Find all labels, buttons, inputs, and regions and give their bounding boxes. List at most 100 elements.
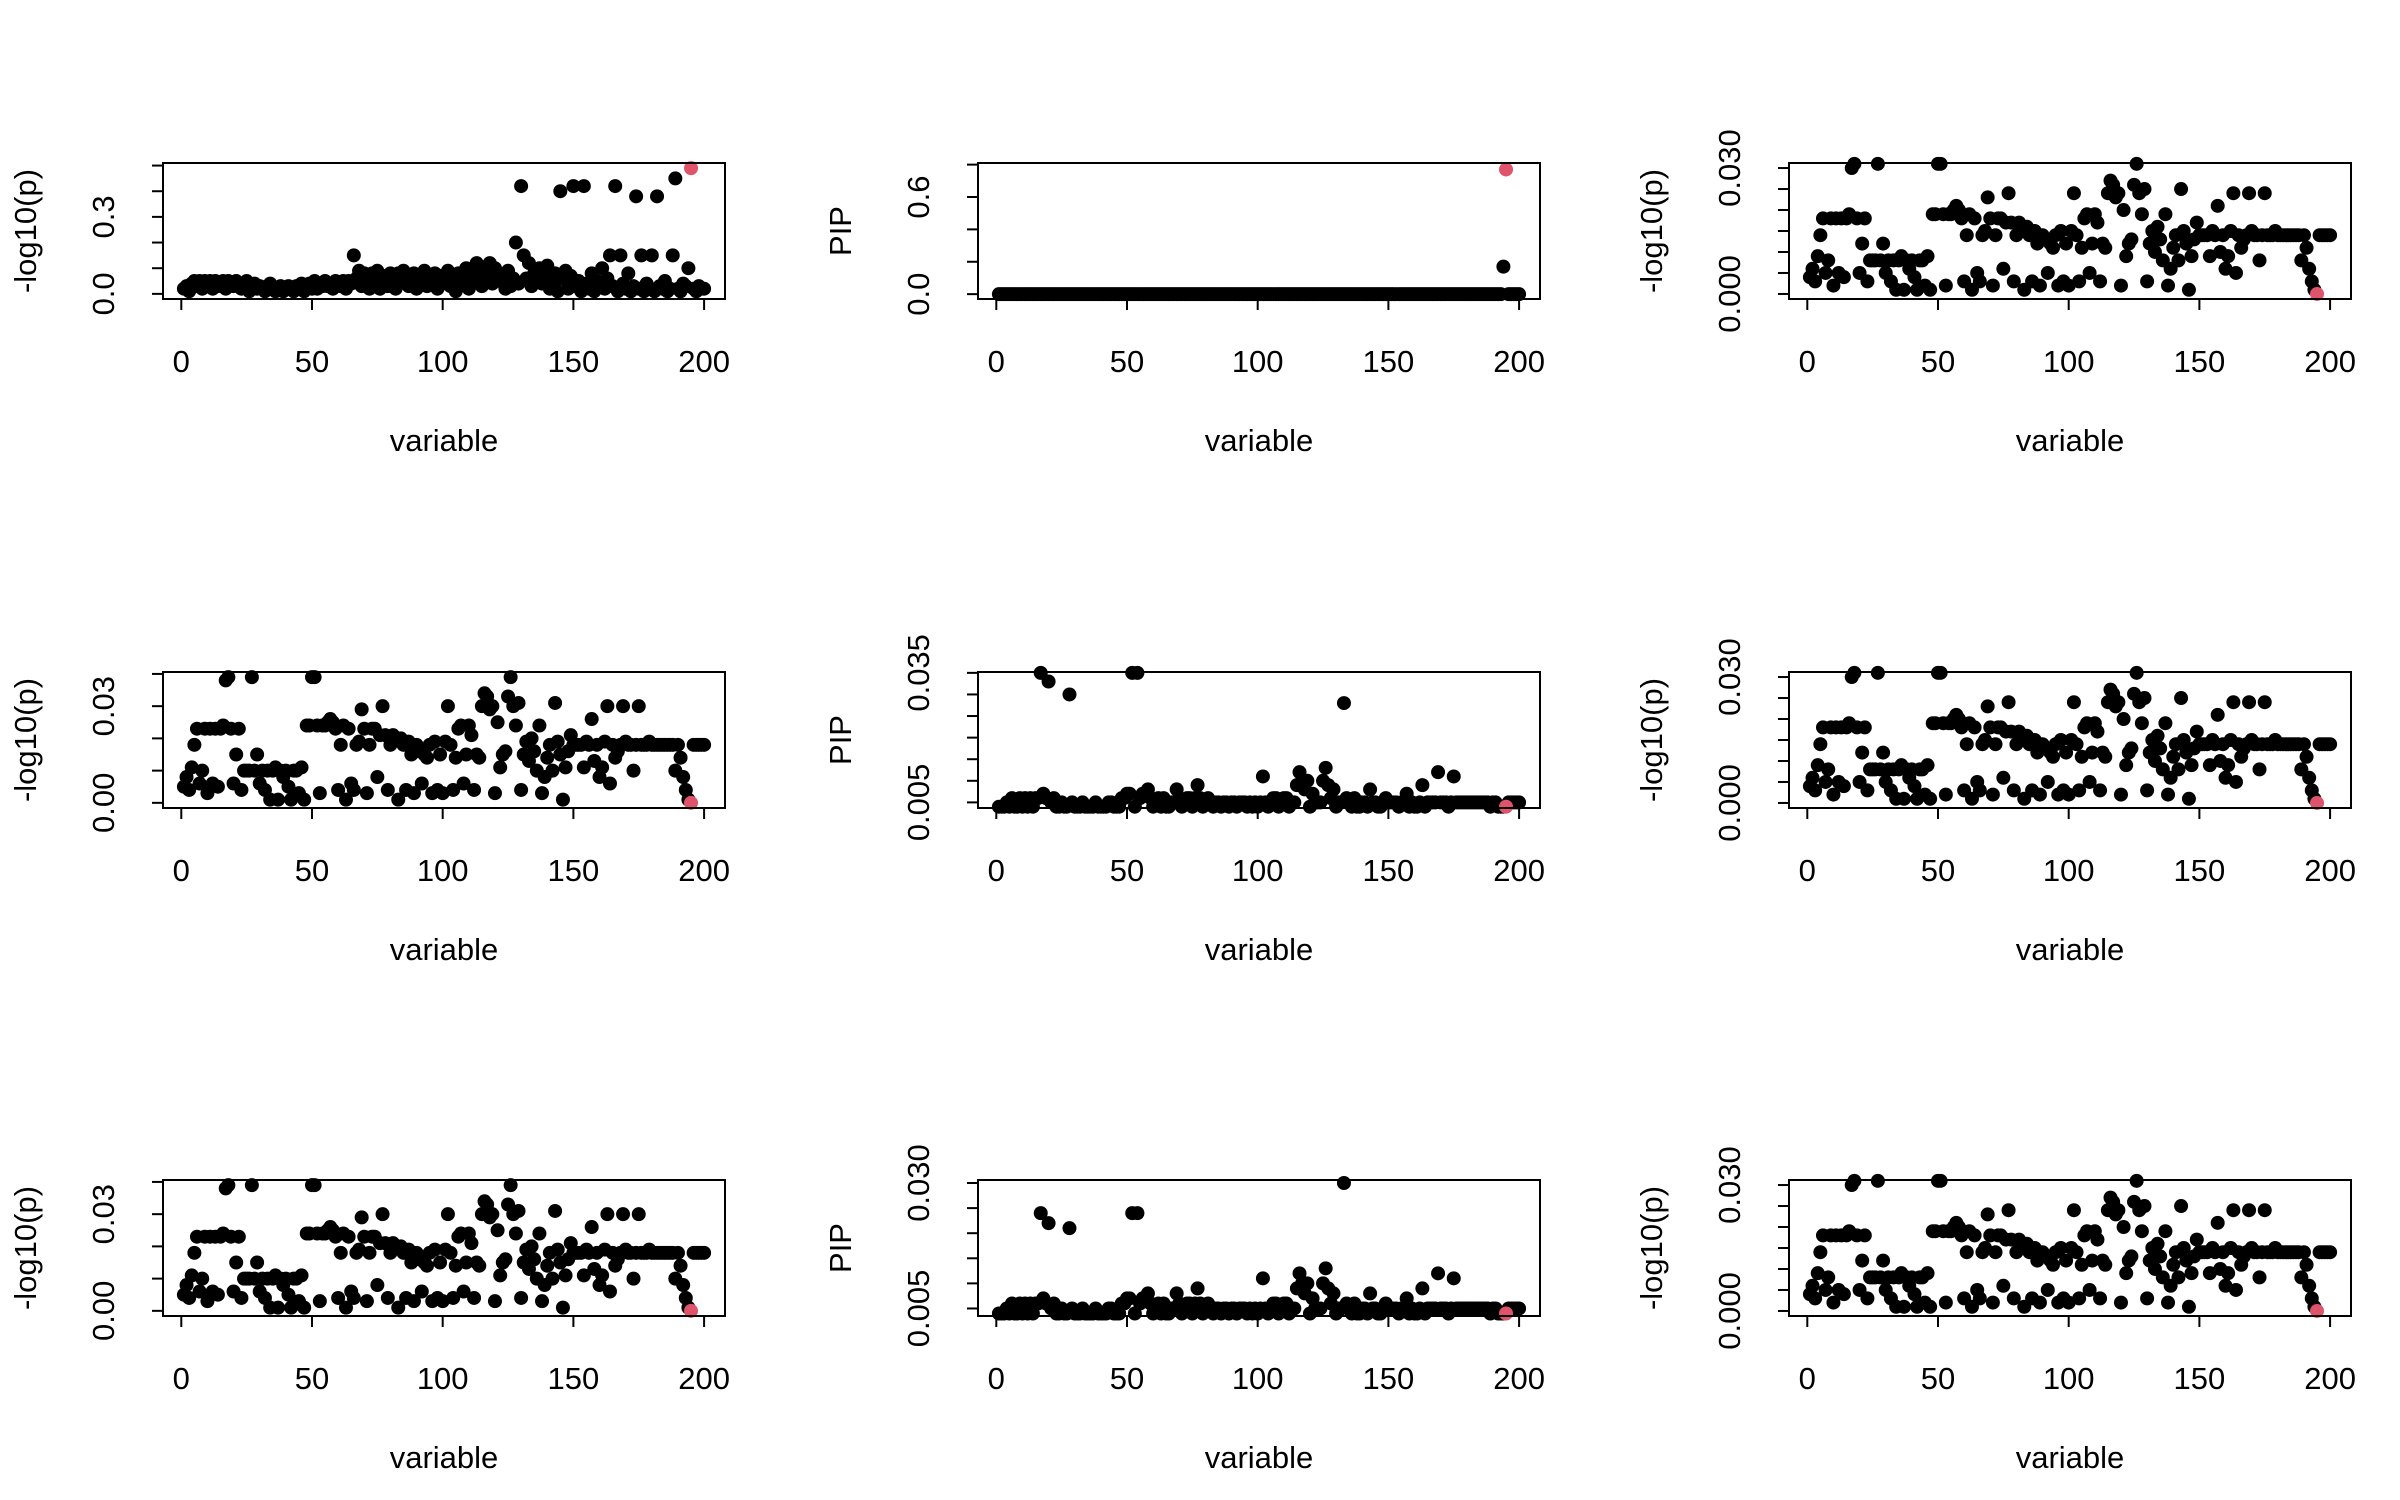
point	[1959, 228, 1974, 243]
point	[524, 731, 539, 746]
point	[331, 1290, 346, 1305]
point	[380, 1290, 395, 1305]
x-axis-label: variable	[2016, 1440, 2125, 1475]
point	[1907, 270, 1922, 285]
point	[621, 266, 636, 281]
point	[2082, 265, 2097, 280]
point	[2210, 1215, 2225, 1230]
point	[673, 1258, 688, 1273]
point	[2158, 716, 2173, 731]
point	[1255, 769, 1270, 784]
x-tick-label: 200	[678, 853, 730, 888]
point	[548, 1203, 563, 1218]
highlight-point	[684, 795, 699, 810]
highlight-point	[1499, 162, 1514, 177]
point	[558, 760, 573, 775]
point	[472, 1258, 487, 1273]
point	[1836, 270, 1851, 285]
point	[2184, 249, 2199, 264]
point	[532, 1226, 547, 1241]
point	[697, 281, 712, 296]
point	[1363, 1286, 1378, 1301]
y-axis-label: -log10(p)	[1634, 1186, 1669, 1310]
point	[354, 1210, 369, 1225]
point	[2150, 728, 2165, 743]
point	[2242, 695, 2257, 710]
point	[370, 1278, 385, 1293]
x-tick-label: 150	[548, 344, 600, 379]
x-axis-label: variable	[1205, 1440, 1314, 1475]
point	[2140, 274, 2155, 289]
point	[2124, 1249, 2139, 1264]
point	[420, 1258, 435, 1273]
point	[2226, 1203, 2241, 1218]
point	[697, 1245, 712, 1260]
highlight-point	[684, 161, 699, 176]
x-tick-label: 50	[295, 853, 329, 888]
point	[490, 1223, 505, 1238]
point	[2174, 1199, 2189, 1214]
point	[459, 1255, 474, 1270]
highlight-point	[2310, 1303, 2325, 1318]
x-tick-label: 200	[1493, 344, 1545, 379]
point	[2161, 1295, 2176, 1310]
point	[1923, 791, 1938, 806]
point	[1818, 774, 1833, 789]
point	[2113, 1295, 2128, 1310]
point	[182, 1290, 197, 1305]
x-tick-label: 0	[173, 344, 190, 379]
point	[2299, 749, 2314, 764]
highlight-point	[1499, 1306, 1514, 1321]
point	[616, 699, 631, 714]
point	[427, 1242, 442, 1257]
point	[2066, 1203, 2081, 1218]
y-axis-label: PIP	[823, 1223, 858, 1273]
point	[2252, 1270, 2267, 1285]
point	[514, 782, 529, 797]
point	[2098, 1257, 2113, 1272]
point	[1860, 1291, 1875, 1306]
point	[1313, 795, 1328, 810]
x-tick-label: 0	[173, 853, 190, 888]
x-tick-label: 150	[2174, 1361, 2226, 1396]
point	[297, 1300, 312, 1315]
point	[576, 179, 591, 194]
point	[2257, 186, 2272, 201]
highlight-point	[2310, 795, 2325, 810]
point	[1897, 282, 1912, 297]
point	[2137, 182, 2152, 197]
point	[1985, 278, 2000, 293]
panel: 0 50 100 150 200 0.00 0.03 variable -log10(p)	[8, 1178, 730, 1475]
point	[493, 1268, 508, 1283]
point	[595, 760, 610, 775]
highlight-point	[2310, 286, 2325, 301]
point	[485, 1207, 500, 1222]
point	[1821, 1270, 1836, 1285]
y-tick-label: 0.03	[86, 676, 121, 736]
point	[1313, 1301, 1328, 1316]
point	[540, 750, 555, 765]
point	[2059, 745, 2074, 760]
point	[1287, 795, 1302, 810]
point	[490, 715, 505, 730]
point	[2059, 236, 2074, 251]
point	[192, 1284, 207, 1299]
point	[2053, 224, 2068, 238]
y-axis-label: -log10(p)	[8, 678, 43, 802]
y-tick-label: 0.030	[1712, 638, 1747, 716]
point	[1287, 1301, 1302, 1316]
x-tick-label: 150	[1363, 853, 1415, 888]
plot-frame	[162, 671, 726, 809]
point	[1857, 720, 1872, 735]
x-tick-label: 50	[1921, 344, 1955, 379]
point	[234, 782, 249, 797]
point	[2226, 186, 2241, 201]
point	[2072, 274, 2087, 289]
point	[1980, 1207, 1995, 1222]
panel: 0 50 100 150 200 0.000 0.030 variable -log10(p)	[1634, 638, 2356, 967]
point	[2181, 791, 2196, 806]
point	[550, 734, 565, 749]
point	[231, 1229, 246, 1244]
point	[1876, 745, 1891, 760]
